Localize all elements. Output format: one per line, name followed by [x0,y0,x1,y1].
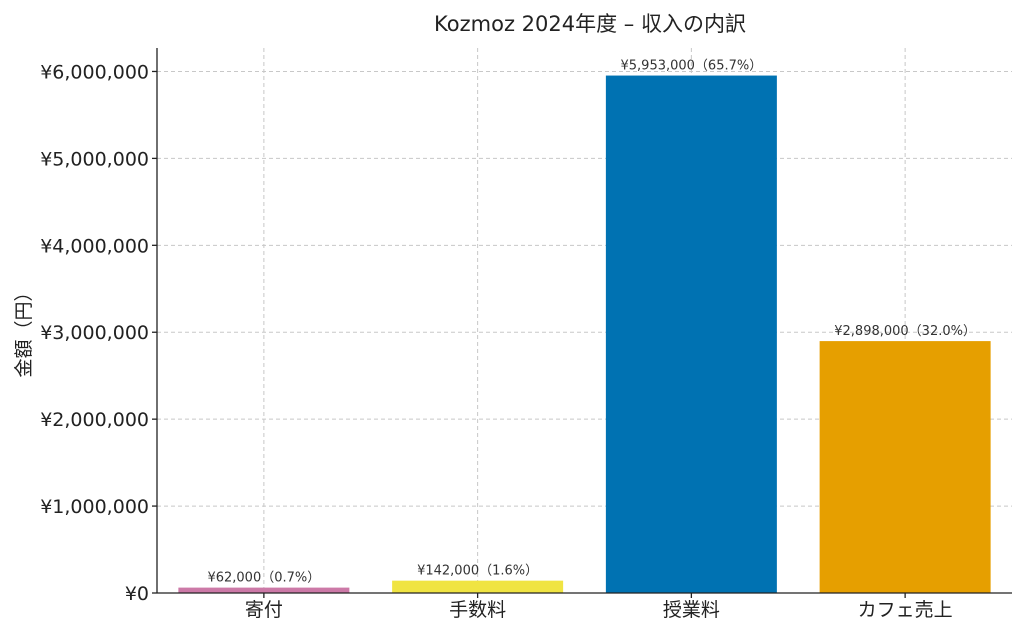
y-tick-label: ¥3,000,000 [40,322,149,344]
bar-1 [392,580,564,593]
y-tick-label: ¥6,000,000 [40,61,149,83]
bar-layer [178,75,991,594]
bar-data-label: ¥62,000（0.7%） [207,571,320,586]
grid-layer [157,48,1012,593]
y-tick-label: ¥0 [125,583,149,605]
x-tick-label: 寄付 [245,599,283,621]
bar-0 [178,587,350,593]
y-tick-label: ¥4,000,000 [40,235,149,257]
axis-layer: ¥0 ¥1,000,000 ¥2,000,000 ¥3,000,000 ¥4,000,0… [40,48,1012,621]
x-tick-label: 手数料 [449,599,506,621]
y-tick-label: ¥5,000,000 [40,148,149,170]
chart-title: Kozmoz 2024年度 – 収入の内訳 [434,12,746,36]
y-tick-label: ¥1,000,000 [40,496,149,518]
data-label-layer: ¥62,000（0.7%） ¥142,000（1.6%） ¥5,953,000（65… [207,59,976,586]
y-axis-title: 金額（円） [13,282,35,377]
y-tick-label: ¥2,000,000 [40,409,149,431]
bar-data-label: ¥5,953,000（65.7%） [621,59,763,74]
bar-data-label: ¥142,000（1.6%） [417,564,538,579]
x-tick-label: 授業料 [663,599,720,621]
bar-data-label: ¥2,898,000（32.0%） [834,324,976,339]
x-tick-label: カフェ売上 [858,599,953,621]
bar-2 [605,75,777,594]
bar-3 [819,341,991,593]
